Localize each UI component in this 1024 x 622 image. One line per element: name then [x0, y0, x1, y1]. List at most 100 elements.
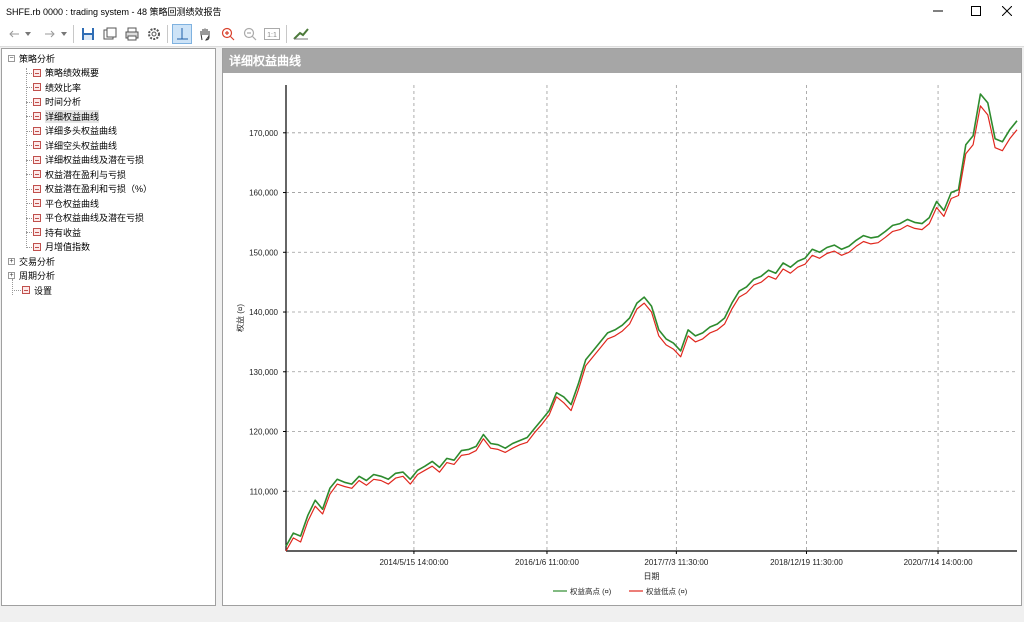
y-tick-label: 160,000	[249, 189, 278, 198]
tree-connector	[26, 203, 32, 204]
x-axis-label: 日期	[644, 572, 660, 581]
chevron-down-icon	[25, 32, 31, 36]
tree-item-label: 策略分析	[19, 53, 56, 64]
maximize-button[interactable]	[959, 0, 993, 22]
legend-label: 权益高点 (¤)	[570, 586, 612, 596]
forward-dropdown-button[interactable]	[58, 24, 70, 44]
x-tick-label: 2014/5/15 14:00:00	[379, 558, 449, 567]
report-page-icon	[33, 155, 41, 164]
status-bar	[0, 608, 1024, 622]
report-page-icon	[33, 141, 41, 149]
back-button[interactable]	[4, 24, 24, 44]
tree-item-label: 交易分析	[19, 256, 56, 267]
tree-item[interactable]: 权益潜在盈利与亏损	[33, 167, 126, 181]
legend-label: 权益低点 (¤)	[646, 586, 688, 596]
save-button[interactable]	[78, 24, 98, 44]
minimize-button[interactable]	[921, 0, 955, 22]
export-button[interactable]	[100, 24, 120, 44]
report-page-icon	[33, 112, 41, 120]
tree-item-label: 绩效比率	[45, 82, 82, 93]
close-icon	[1002, 6, 1012, 16]
report-page-icon	[33, 213, 41, 222]
tree-item[interactable]: 平仓权益曲线及潜在亏损	[33, 211, 144, 225]
pan-tool-button[interactable]	[195, 24, 215, 44]
tree-item-label: 月增值指数	[45, 242, 91, 252]
tree-connector	[26, 67, 27, 248]
tree-item[interactable]: 设置	[22, 283, 52, 297]
tree-item-label: 详细空头权益曲线	[45, 140, 118, 151]
toolbar-separator	[73, 25, 74, 43]
tree-item-label: 详细多头权益曲线	[45, 126, 118, 136]
navigation-tree: − 策略分析策略绩效概要 绩效比率时间分析 详细权益曲线详细多头权益曲线 详细空头权益曲…	[1, 48, 216, 606]
collapse-icon[interactable]: −	[8, 54, 15, 62]
y-axis-label: 权益 (¤)	[235, 304, 245, 332]
tree-connector	[12, 290, 21, 291]
equity-series-line[interactable]	[285, 93, 1018, 547]
tree-item[interactable]: + 周期分析	[8, 269, 55, 283]
x-tick-label: 2017/7/3 11:30:00	[644, 558, 708, 567]
tree-item[interactable]: − 策略分析	[8, 51, 55, 65]
report-page-icon	[33, 170, 41, 178]
tree-connector	[26, 174, 32, 175]
expand-icon[interactable]: +	[8, 272, 15, 279]
equity-series-line[interactable]	[285, 105, 1018, 552]
tree-connector	[26, 217, 32, 219]
close-button[interactable]	[990, 0, 1024, 22]
report-page-icon	[33, 83, 41, 91]
equity-curve-chart[interactable]: 110,000 120,000 130,000 140,000 150,000 160,0…	[223, 73, 1021, 605]
tree-connector	[12, 278, 13, 295]
y-tick-label: 170,000	[249, 129, 278, 138]
toolbar-separator	[286, 25, 287, 43]
settings-button[interactable]	[144, 24, 164, 44]
zoom-in-button[interactable]	[218, 24, 238, 44]
toolbar: 1:1	[0, 22, 1024, 47]
svg-text:1:1: 1:1	[267, 32, 277, 39]
print-button[interactable]	[122, 24, 142, 44]
tree-item-label: 权益潜在盈利与亏损	[45, 169, 127, 180]
tree-connector	[26, 130, 32, 132]
crosshair-icon	[177, 28, 188, 40]
forward-button[interactable]	[40, 24, 60, 44]
tree-item[interactable]: 详细权益曲线	[33, 109, 100, 123]
tree-item-label: 平仓权益曲线及潜在亏损	[45, 213, 145, 223]
zoom-out-icon	[243, 27, 257, 41]
tree-item[interactable]: 详细权益曲线及潜在亏损	[33, 153, 144, 167]
reset-zoom-button[interactable]: 1:1	[262, 24, 282, 44]
tree-item-label: 策略绩效概要	[45, 68, 100, 78]
tree-item[interactable]: 绩效比率	[33, 80, 81, 94]
tree-item[interactable]: 详细空头权益曲线	[33, 138, 117, 152]
chevron-down-icon	[61, 32, 67, 36]
minimize-icon	[933, 10, 943, 12]
tree-item[interactable]: 时间分析	[33, 95, 81, 109]
tree-item[interactable]: 平仓权益曲线	[33, 196, 99, 210]
x-tick-label: 2020/7/14 14:00:00	[904, 558, 974, 567]
tree-item[interactable]: 权益潜在盈利和亏损（%）	[33, 182, 152, 196]
tree-connector	[26, 116, 32, 117]
back-dropdown-button[interactable]	[22, 24, 34, 44]
tree-item[interactable]: 策略绩效概要	[33, 66, 99, 80]
tree-connector	[26, 232, 32, 233]
y-tick-label: 120,000	[249, 428, 278, 437]
tree-item[interactable]: 详细多头权益曲线	[33, 124, 117, 138]
report-page-icon	[33, 199, 41, 207]
tree-connector	[26, 188, 32, 190]
report-page-icon	[33, 184, 41, 193]
report-page-icon	[33, 126, 41, 135]
gear-icon	[148, 28, 160, 40]
tree-connector	[26, 159, 32, 161]
chart-style-button[interactable]	[291, 24, 311, 44]
tree-item-label: 权益潜在盈利和亏损（%）	[45, 184, 153, 194]
tree-item[interactable]: + 交易分析	[8, 254, 55, 268]
expand-icon[interactable]: +	[8, 257, 15, 265]
zoom-out-button[interactable]	[240, 24, 260, 44]
tree-item-label: 详细权益曲线	[45, 109, 100, 123]
tree-item[interactable]: 持有收益	[33, 225, 81, 239]
tree-item-label: 设置	[34, 285, 53, 296]
tree-connector	[26, 72, 32, 74]
window-title: SHFE.rb 0000 : trading system - 48 策略回测绩…	[6, 7, 222, 17]
x-tick-label: 2018/12/19 11:30:00	[770, 558, 843, 567]
tree-connector	[26, 101, 32, 103]
crosshair-tool-button[interactable]	[172, 24, 192, 44]
tree-item[interactable]: 月增值指数	[33, 240, 90, 254]
print-icon	[125, 27, 139, 41]
